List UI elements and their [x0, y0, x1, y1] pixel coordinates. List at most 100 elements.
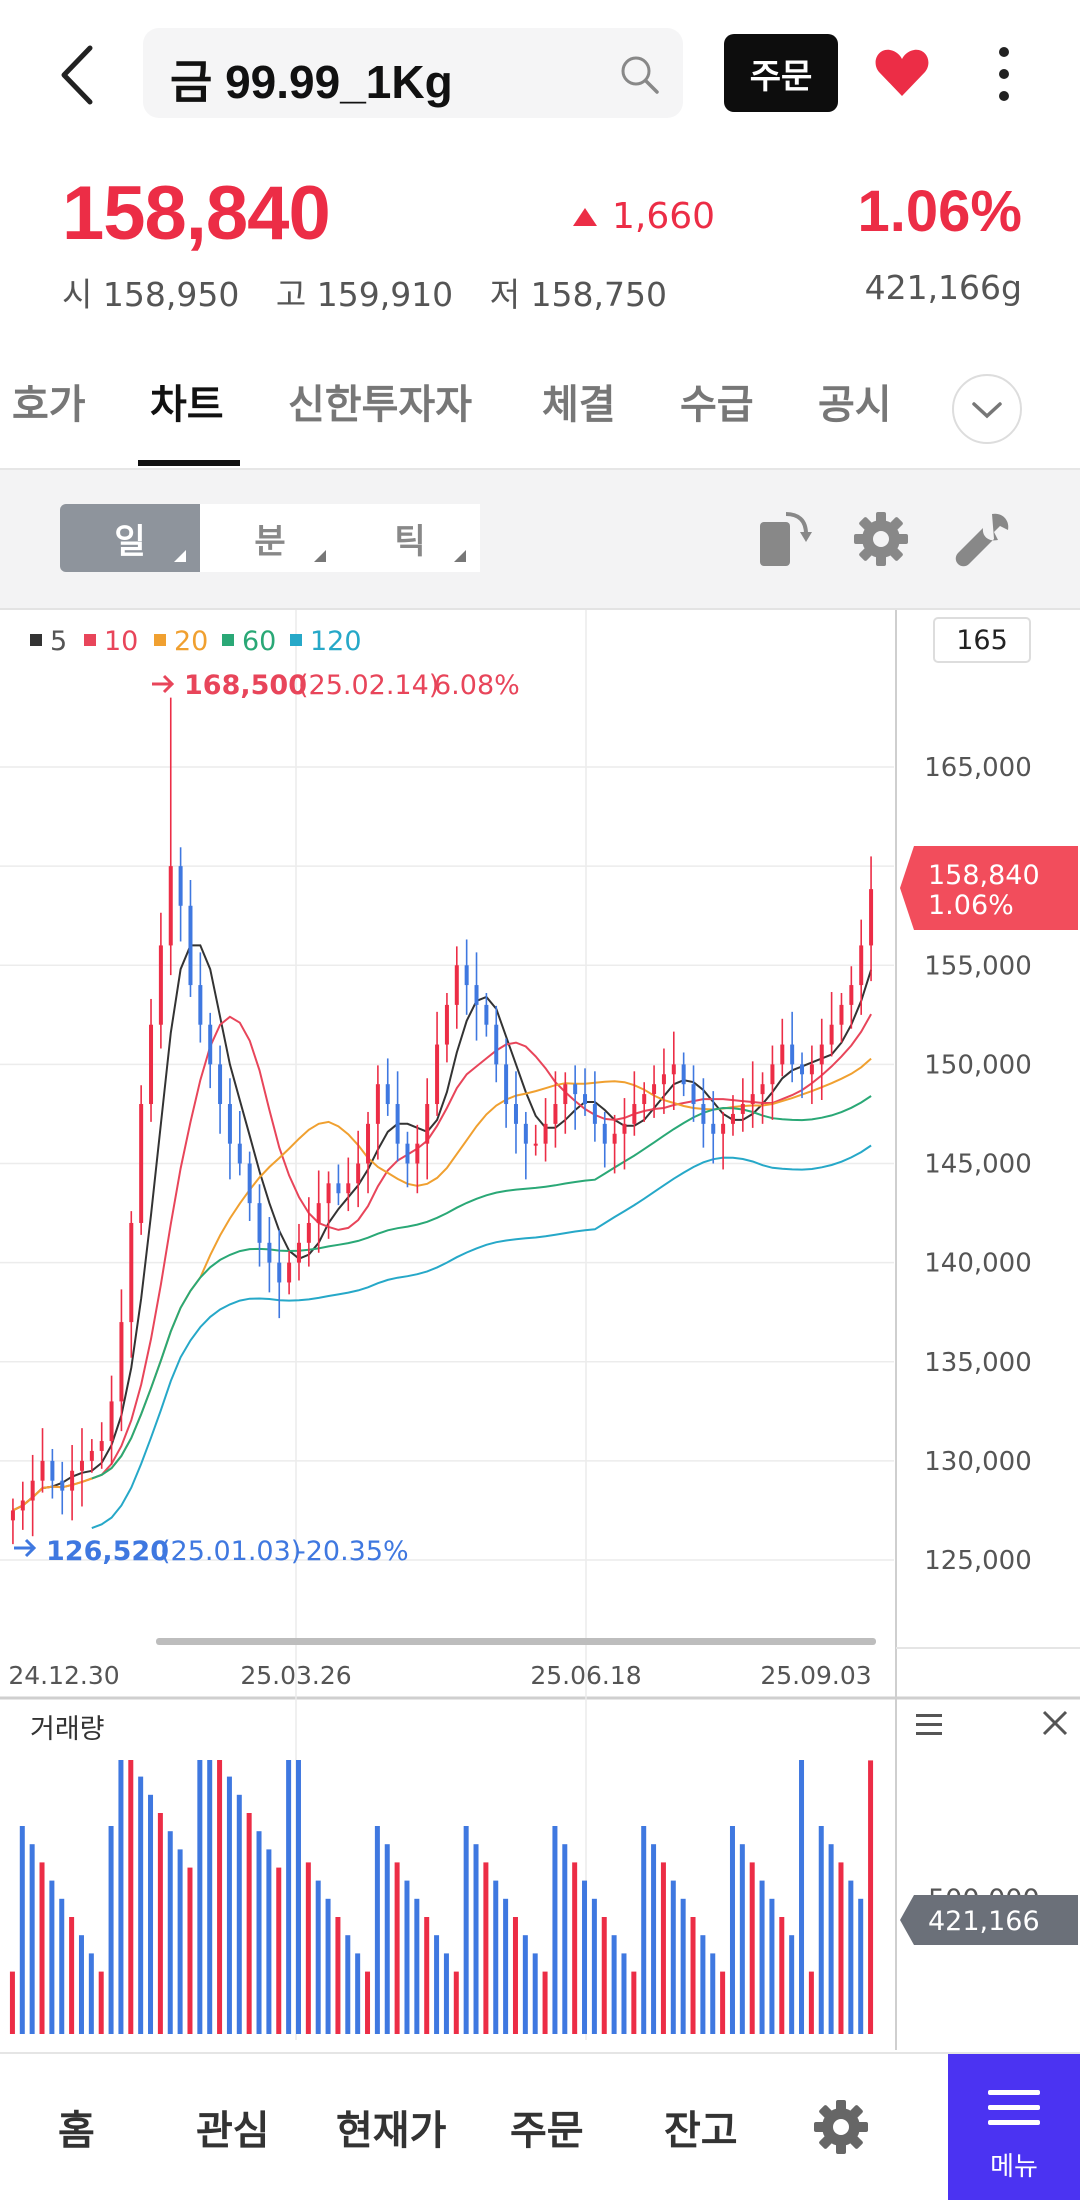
candle-body [168, 866, 173, 946]
high-ann-price: 168,500 [184, 670, 307, 701]
candle-body [60, 1480, 65, 1491]
y-tick-label: 165,000 [924, 753, 1032, 783]
open-label: 시 [62, 275, 93, 314]
tab-shinhan-investors[interactable]: 신한투자자 [288, 382, 472, 428]
candle-body [366, 1123, 371, 1164]
period-tick-button[interactable]: 틱 [340, 504, 480, 572]
candle-body [375, 1084, 380, 1124]
nav-current-price[interactable]: 현재가 [336, 2108, 447, 2154]
tabs-expand-button[interactable] [952, 374, 1022, 444]
volume-bar [808, 1971, 814, 2034]
x-tick-label: 24.12.30 [8, 1661, 119, 1690]
volume-tag-value: 421,166 [928, 1906, 1040, 1937]
candle-body [287, 1262, 292, 1283]
menu-button[interactable]: 메뉴 [948, 2054, 1080, 2200]
volume-bar [463, 1826, 469, 2034]
volume-bar [286, 1760, 292, 2034]
volume-bar [315, 1880, 321, 2034]
period-day-button[interactable]: 일 [60, 504, 200, 572]
legend-ma5: 5 [50, 626, 67, 657]
legend-ma120: 120 [310, 626, 362, 657]
volume-bar [858, 1898, 864, 2034]
candle-body [149, 1024, 154, 1105]
up-triangle-icon [573, 207, 597, 226]
candle-body [730, 1113, 735, 1124]
wrench-tools-icon[interactable] [952, 510, 1012, 570]
candle-body [513, 1104, 518, 1124]
chart-settings-gear-icon[interactable] [852, 510, 910, 568]
candle-body [790, 1044, 795, 1065]
open-value: 158,950 [102, 275, 240, 314]
menu-label: 메뉴 [990, 2152, 1038, 2182]
period-minute-button[interactable]: 분 [200, 504, 340, 572]
volume-bars [9, 1760, 874, 2034]
ma-legend: 5 10 20 60 120 [30, 626, 362, 657]
back-arrow-icon[interactable] [56, 40, 106, 110]
more-options-icon[interactable] [990, 44, 1018, 104]
volume-bar [818, 1826, 824, 2034]
candle-body [819, 1044, 824, 1065]
volume-bar [739, 1844, 745, 2034]
tab-disclosure[interactable]: 공시 [818, 382, 892, 428]
volume-bar [512, 1917, 518, 2034]
volume-bar [217, 1760, 223, 2034]
settings-gear-icon[interactable] [812, 2098, 870, 2156]
candle-body [671, 1064, 676, 1075]
volume-bar [749, 1862, 755, 2034]
price-chart[interactable]: 165,000160,000155,000150,000145,000140,0… [0, 610, 1080, 2050]
period-low-annotation: 126,520 (25.01.03) -20.35% [14, 1536, 409, 1567]
section-tabs: 호가 차트 신한투자자 체결 수급 공시 [0, 360, 1080, 470]
change-percent: 1.06% [857, 179, 1022, 244]
candle-body [356, 1163, 361, 1184]
ma-line-5 [12, 944, 873, 1512]
candle-body [484, 1004, 489, 1025]
period-minute-label: 분 [254, 521, 286, 562]
candle-body [504, 1064, 509, 1105]
tab-supply-demand[interactable]: 수급 [680, 382, 754, 428]
candle-body [632, 1104, 637, 1124]
ma-line-10 [12, 1013, 872, 1512]
nav-home[interactable]: 홈 [58, 2108, 95, 2154]
close-volume-icon[interactable] [1042, 1710, 1068, 1736]
order-button[interactable]: 주문 [724, 34, 838, 112]
tab-orderbook[interactable]: 호가 [12, 382, 86, 428]
volume-bar [542, 1971, 548, 2034]
candle-body [385, 1084, 390, 1105]
search-icon[interactable] [617, 52, 661, 96]
current-tag-price: 158,840 [928, 860, 1040, 891]
volume-bar [226, 1776, 232, 2034]
volume-bar [207, 1760, 213, 2034]
candle-body [267, 1242, 272, 1263]
y-tick-label: 150,000 [924, 1050, 1032, 1080]
volume-bar [177, 1849, 183, 2034]
volume-bar [394, 1862, 400, 2034]
low-ann-pct: -20.35% [296, 1536, 409, 1567]
tab-chart[interactable]: 차트 [150, 382, 224, 428]
volume-menu-icon[interactable] [916, 1714, 942, 1735]
tab-trades[interactable]: 체결 [542, 382, 616, 428]
rotate-screen-icon[interactable] [756, 508, 812, 570]
y-tick-label: 145,000 [924, 1150, 1032, 1180]
candle-body [346, 1183, 351, 1194]
high-value: 159,910 [316, 275, 454, 314]
y-tick-label: 125,000 [924, 1546, 1032, 1576]
candle-body [79, 1460, 84, 1471]
candle-body [10, 1510, 15, 1521]
nav-order[interactable]: 주문 [510, 2108, 584, 2154]
favorite-heart-icon[interactable] [874, 48, 930, 98]
volume-bar [365, 1971, 371, 2034]
candle-count-badge[interactable]: 165 [956, 625, 1008, 656]
volume-bar [404, 1880, 410, 2034]
candle-body [711, 1123, 716, 1134]
volume-bar [197, 1760, 203, 2034]
volume-bar [483, 1862, 489, 2034]
chart-grid [0, 610, 894, 2040]
active-tab-indicator [138, 460, 240, 466]
volume-bar [246, 1813, 252, 2034]
nav-balance[interactable]: 잔고 [664, 2108, 738, 2154]
symbol-search-box[interactable]: 금 99.99_1Kg [143, 28, 683, 118]
current-tag-pct: 1.06% [928, 890, 1014, 921]
nav-watchlist[interactable]: 관심 [196, 2108, 270, 2154]
chart-scrollbar[interactable] [156, 1638, 876, 1645]
candle-body [454, 965, 459, 1005]
